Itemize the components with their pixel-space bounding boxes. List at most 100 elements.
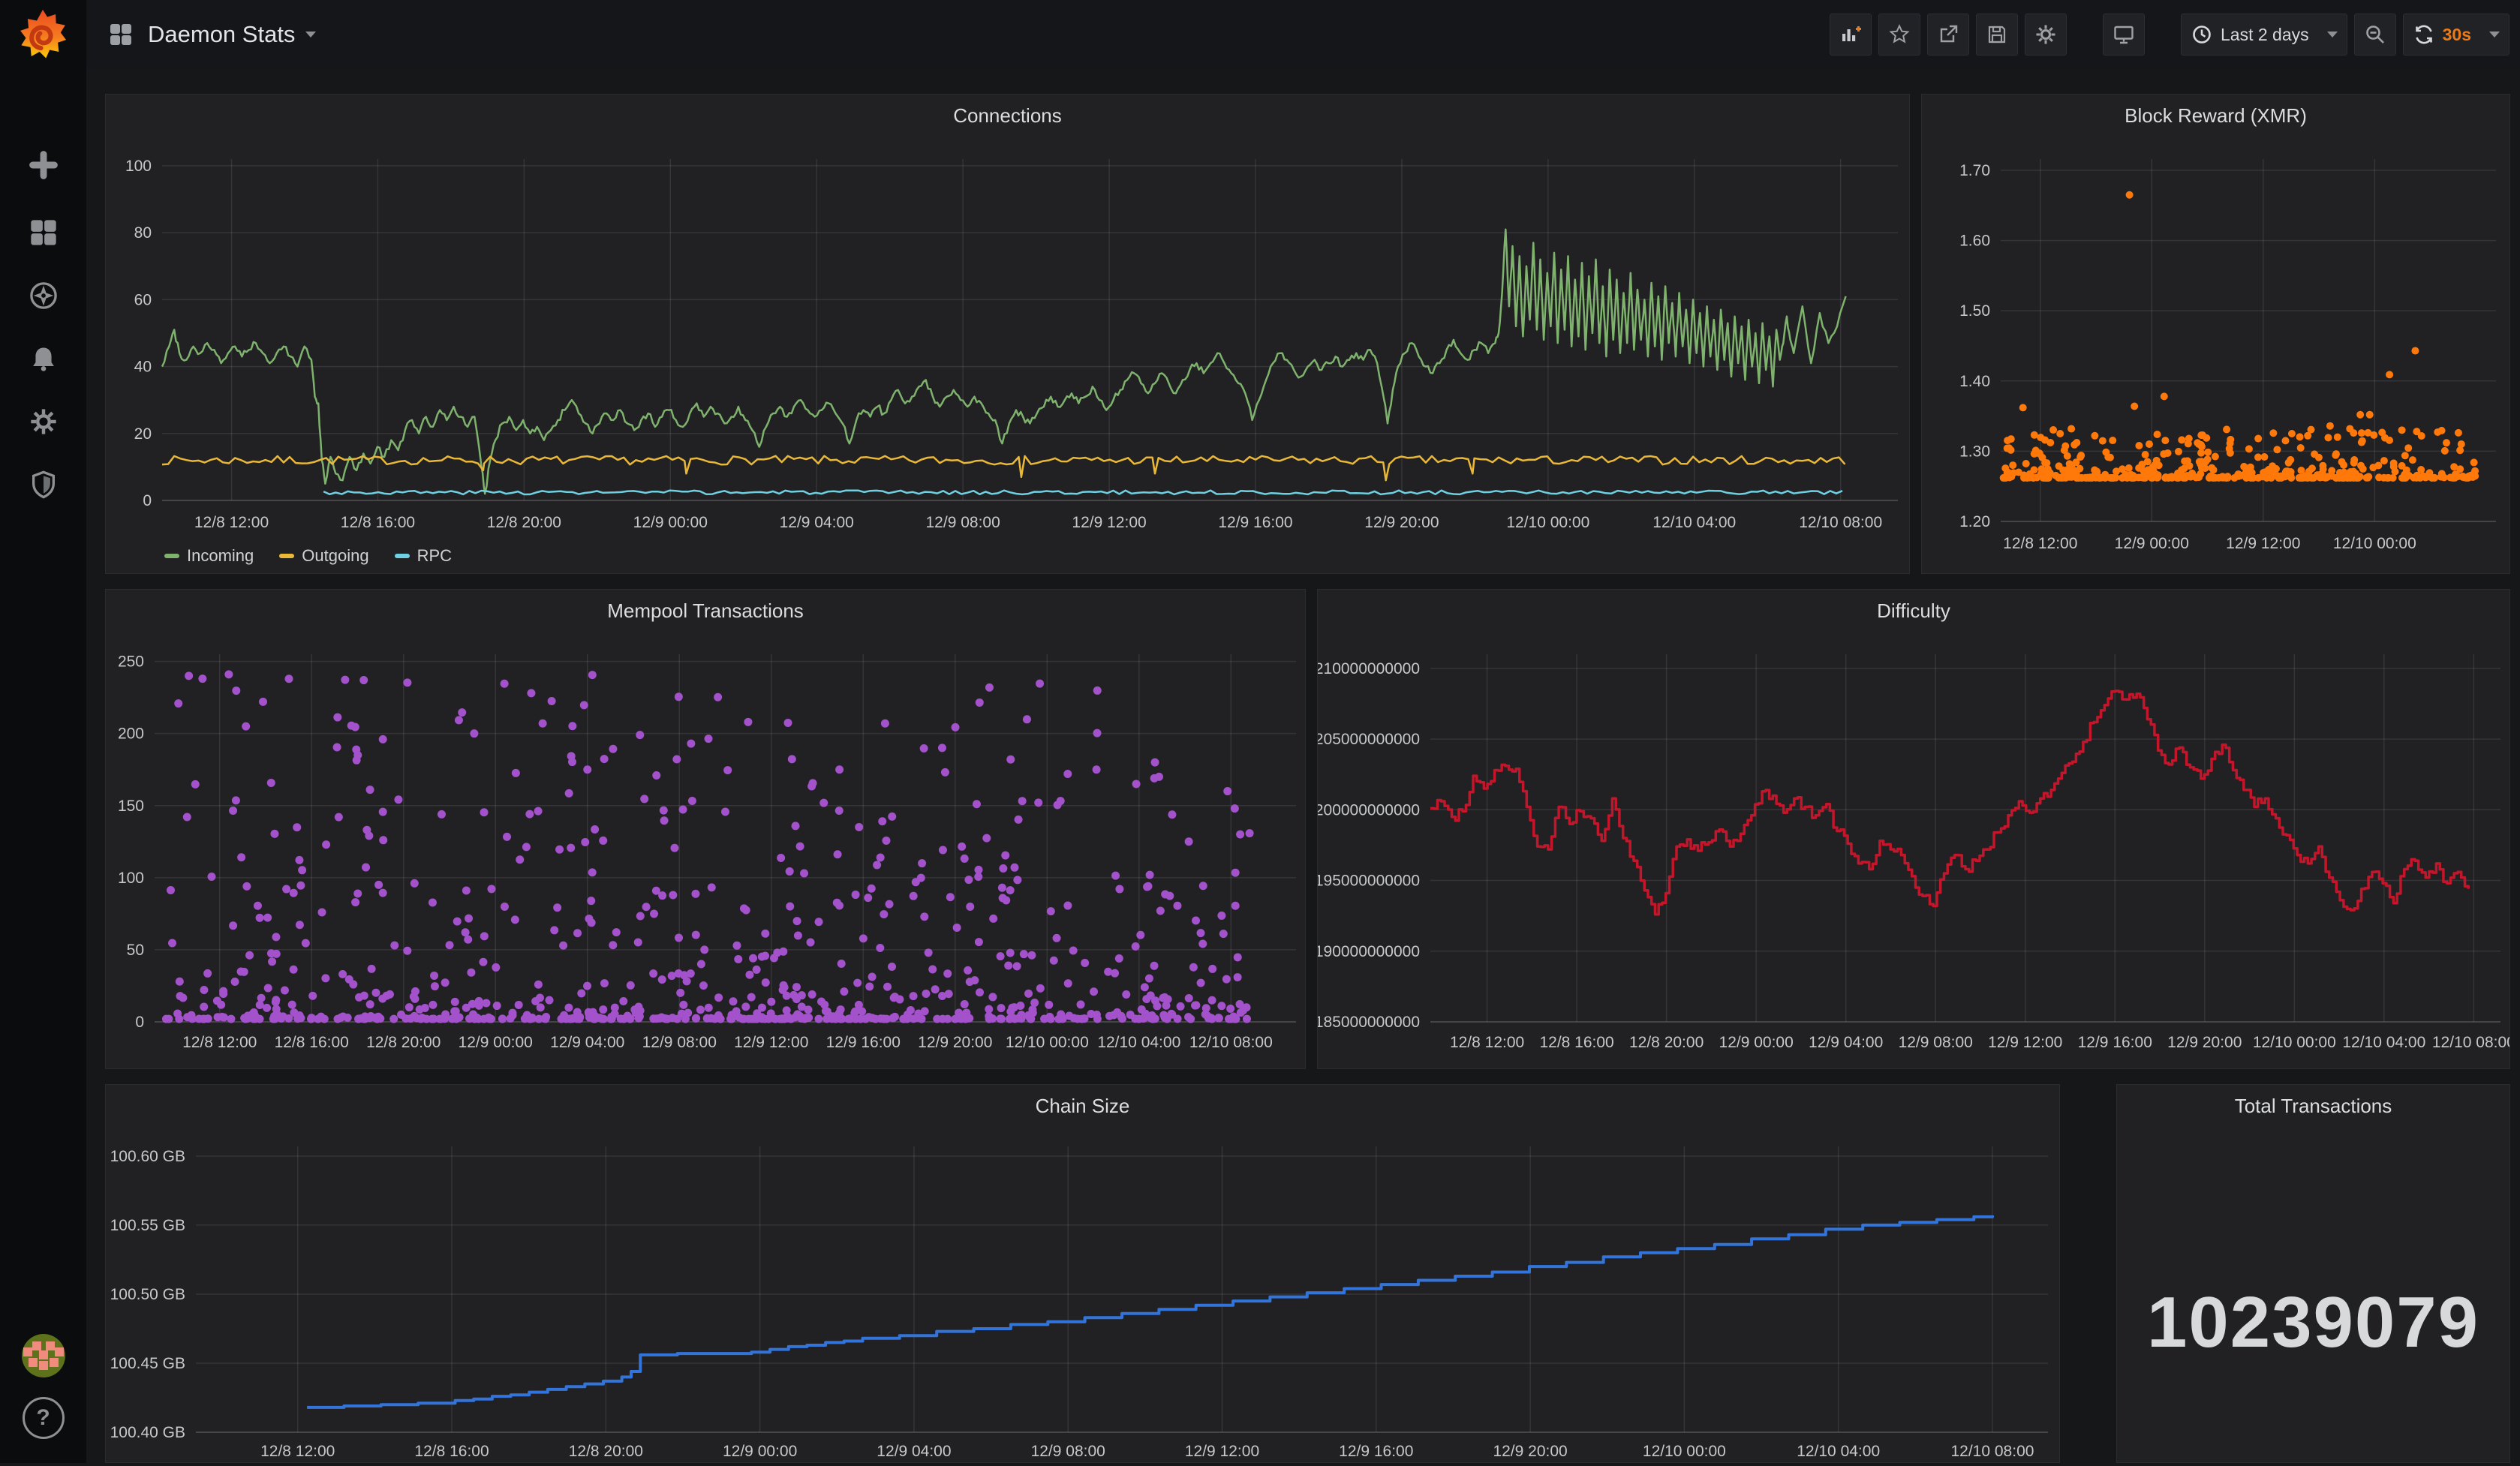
svg-text:250: 250 [118,653,144,671]
save-button[interactable] [1976,14,2018,56]
block-reward-chart[interactable]: 1.201.301.401.501.601.7012/8 12:0012/9 0… [1922,137,2509,573]
star-button[interactable] [1878,14,1920,56]
svg-text:210000000000: 210000000000 [1318,660,1420,677]
svg-text:12/10 00:00: 12/10 00:00 [2253,1034,2336,1051]
svg-text:100.50 GB: 100.50 GB [110,1286,185,1303]
svg-text:205000000000: 205000000000 [1318,731,1420,748]
svg-text:12/8 12:00: 12/8 12:00 [182,1034,257,1051]
dashboards-icon[interactable] [27,216,60,249]
svg-text:100.40 GB: 100.40 GB [110,1424,185,1441]
svg-text:50: 50 [127,942,144,959]
server-admin-shield-icon[interactable] [27,468,60,501]
share-button[interactable] [1927,14,1969,56]
svg-text:12/9 20:00: 12/9 20:00 [1493,1443,1567,1460]
time-range-picker[interactable]: Last 2 days [2181,14,2347,56]
help-icon[interactable]: ? [23,1397,65,1439]
navbar: Daemon Stats Last 2 days [86,0,2520,69]
block_reward-plot: 1.201.301.401.501.601.7012/8 12:0012/9 0… [1922,137,2509,573]
legend-item-incoming[interactable]: Incoming [164,546,254,566]
refresh-button[interactable]: 30s [2403,14,2509,56]
help-glyph: ? [36,1405,50,1431]
panel-title[interactable]: Total Transactions [2117,1085,2509,1127]
connections-plot: 02040608010012/8 12:0012/8 16:0012/8 20:… [106,137,1909,573]
svg-text:12/10 08:00: 12/10 08:00 [1189,1034,1273,1051]
svg-text:12/9 12:00: 12/9 12:00 [2226,535,2300,552]
legend-swatch [279,554,294,558]
panel-title[interactable]: Connections [106,95,1909,137]
svg-text:12/9 12:00: 12/9 12:00 [734,1034,808,1051]
svg-text:1.40: 1.40 [1959,373,1990,390]
svg-text:12/10 04:00: 12/10 04:00 [1097,1034,1180,1051]
panel-total-transactions: Total Transactions 10239079 [2116,1084,2510,1463]
legend-label: Outgoing [302,546,368,566]
svg-text:100: 100 [118,870,144,887]
svg-text:0: 0 [135,1014,144,1031]
svg-text:12/9 04:00: 12/9 04:00 [780,514,854,531]
alerting-bell-icon[interactable] [27,342,60,375]
svg-text:100: 100 [125,158,152,175]
svg-text:150: 150 [118,798,144,815]
svg-text:12/9 08:00: 12/9 08:00 [1899,1034,1973,1051]
svg-text:12/9 16:00: 12/9 16:00 [1218,514,1292,531]
legend-item-rpc[interactable]: RPC [395,546,452,566]
panel-title[interactable]: Chain Size [106,1085,2059,1127]
mempool-chart[interactable]: 0 50 100 150 200 250 12/8 12:00 12/8 16:00 12/8 … [106,632,1305,1068]
svg-text:12/8 16:00: 12/8 16:00 [1539,1034,1613,1051]
svg-text:12/8 16:00: 12/8 16:00 [341,514,415,531]
panel-difficulty: Difficulty 18500000000019000000000019500… [1317,589,2510,1069]
chart-legend: Incoming Outgoing RPC [164,546,452,566]
panel-title[interactable]: Mempool Transactions [106,590,1305,632]
svg-text:12/8 12:00: 12/8 12:00 [1450,1034,1524,1051]
dashboard-settings-button[interactable] [2025,14,2067,56]
svg-text:12/8 16:00: 12/8 16:00 [414,1443,489,1460]
sidebar: ? [0,0,86,1463]
svg-text:12/10 04:00: 12/10 04:00 [2342,1034,2425,1051]
add-panel-button[interactable] [1830,14,1872,56]
svg-text:1.30: 1.30 [1959,443,1990,460]
svg-text:12/8 12:00: 12/8 12:00 [260,1443,335,1460]
svg-text:12/9 16:00: 12/9 16:00 [1339,1443,1413,1460]
svg-text:12/9 20:00: 12/9 20:00 [2167,1034,2242,1051]
svg-text:12/9 20:00: 12/9 20:00 [1364,514,1439,531]
chain-size-chart[interactable]: 100.40 GB100.45 GB100.50 GB100.55 GB100.… [106,1127,2059,1462]
panel-chain-size: Chain Size 100.40 GB100.45 GB100.50 GB10… [105,1084,2060,1463]
connections-chart[interactable]: 02040608010012/8 12:0012/8 16:0012/8 20:… [106,137,1909,573]
svg-text:12/9 08:00: 12/9 08:00 [926,514,1000,531]
refresh-interval-label: 30s [2443,25,2471,45]
user-avatar[interactable] [22,1334,65,1377]
tv-mode-button[interactable] [2103,14,2145,56]
dashboard-breadcrumb[interactable]: Daemon Stats [107,21,316,48]
svg-text:12/9 00:00: 12/9 00:00 [459,1034,533,1051]
svg-text:20: 20 [134,425,152,443]
svg-text:40: 40 [134,359,152,376]
svg-text:12/8 16:00: 12/8 16:00 [275,1034,349,1051]
svg-text:12/8 20:00: 12/8 20:00 [366,1034,441,1051]
svg-text:12/10 08:00: 12/10 08:00 [1799,514,1882,531]
svg-text:1.60: 1.60 [1959,233,1990,250]
difficulty-chart[interactable]: 1850000000001900000000001950000000002000… [1318,632,2509,1068]
legend-swatch [164,554,179,558]
svg-text:100.45 GB: 100.45 GB [110,1355,185,1372]
explore-compass-icon[interactable] [27,279,60,312]
legend-item-outgoing[interactable]: Outgoing [279,546,368,566]
legend-swatch [395,554,410,558]
svg-text:12/10 04:00: 12/10 04:00 [1652,514,1736,531]
panel-mempool: Mempool Transactions 0 50 100 150 200 250 12/8… [105,589,1306,1069]
svg-text:200000000000: 200000000000 [1318,801,1420,819]
svg-text:200: 200 [118,725,144,743]
add-icon[interactable] [27,149,60,182]
svg-text:1.50: 1.50 [1959,302,1990,320]
panel-title[interactable]: Block Reward (XMR) [1922,95,2509,137]
svg-text:12/9 12:00: 12/9 12:00 [1185,1443,1259,1460]
configuration-gear-icon[interactable] [27,405,60,438]
svg-text:12/10 00:00: 12/10 00:00 [1006,1034,1089,1051]
chevron-down-icon [305,32,316,38]
panel-title[interactable]: Difficulty [1318,590,2509,632]
svg-text:12/9 08:00: 12/9 08:00 [642,1034,717,1051]
svg-text:12/9 12:00: 12/9 12:00 [1988,1034,2062,1051]
grafana-logo[interactable] [14,6,72,65]
zoom-out-button[interactable] [2354,14,2396,56]
svg-text:60: 60 [134,291,152,308]
svg-text:12/9 12:00: 12/9 12:00 [1072,514,1146,531]
svg-text:12/9 20:00: 12/9 20:00 [918,1034,992,1051]
